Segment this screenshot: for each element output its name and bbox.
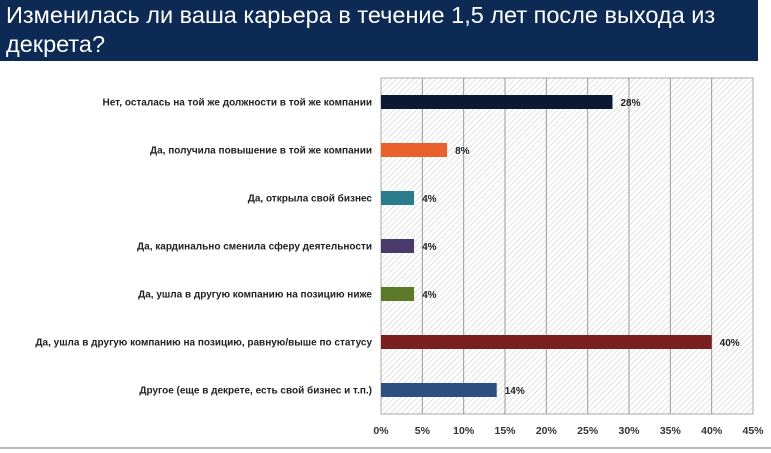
category-label: Да, ушла в другую компанию на позицию, р…	[35, 338, 372, 349]
bar	[381, 335, 712, 349]
data-label: 28%	[620, 98, 640, 109]
bar	[381, 191, 415, 205]
x-tick-label: 0%	[373, 425, 389, 437]
x-tick-label: 5%	[415, 425, 431, 437]
bar	[381, 239, 415, 253]
category-label: Да, кардинально сменила сферу деятельнос…	[137, 241, 372, 253]
plot-area	[380, 77, 754, 415]
x-tick-label: 20%	[536, 425, 558, 437]
data-label: 4%	[422, 290, 437, 301]
x-tick-label: 10%	[453, 425, 475, 437]
category-label: Другое (еще в декрете, есть свой бизнес …	[139, 385, 372, 397]
category-label: Нет, осталась на той же должности в той …	[103, 98, 373, 109]
data-label: 14%	[505, 386, 525, 397]
bar	[381, 383, 497, 397]
divider	[0, 447, 771, 449]
data-label: 4%	[422, 242, 437, 253]
x-tick-label: 25%	[577, 425, 599, 437]
category-label: Да, открыла свой бизнес	[248, 193, 373, 205]
data-label: 4%	[422, 194, 437, 205]
data-label: 8%	[455, 146, 470, 157]
data-label: 40%	[720, 338, 740, 349]
x-tick-label: 45%	[742, 425, 764, 437]
bar	[381, 143, 448, 157]
x-tick-label: 35%	[660, 425, 682, 437]
x-tick-label: 15%	[494, 425, 516, 437]
bar	[381, 287, 415, 301]
bar	[381, 95, 613, 109]
category-label: Да, ушла в другую компанию на позицию ни…	[138, 290, 372, 301]
x-tick-label: 40%	[701, 425, 723, 437]
chart-title: Изменилась ли ваша карьера в течение 1,5…	[0, 0, 758, 61]
x-tick-label: 30%	[618, 425, 640, 437]
category-label: Да, получила повышение в той же компании	[150, 146, 372, 157]
